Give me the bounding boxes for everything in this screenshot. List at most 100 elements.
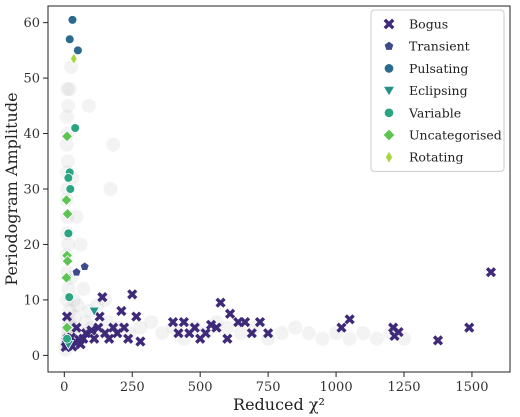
background-point (61, 237, 76, 252)
variable-point (63, 173, 74, 183)
x-tick-label: 500 (188, 380, 213, 395)
uncategorised-point (60, 321, 74, 334)
pulsating-point (73, 45, 83, 56)
bogus-point (205, 319, 217, 330)
legend-marker-rotating (384, 150, 394, 165)
background-point (342, 331, 357, 346)
bogus-point (224, 308, 236, 319)
bogus-point (464, 322, 475, 333)
legend-label-uncategorised: Uncategorised (409, 128, 502, 143)
bogus-point (189, 322, 200, 333)
background-density-cloud (58, 60, 412, 357)
bogus-point (211, 322, 222, 333)
background-point (288, 320, 303, 335)
variable-point (63, 228, 74, 239)
bogus-point (78, 333, 89, 344)
legend-label-bogus: Bogus (409, 17, 448, 32)
background-point (60, 82, 75, 97)
legend-marker-bogus (383, 18, 395, 30)
bogus-point (336, 322, 347, 333)
legend-box (370, 9, 505, 172)
background-point (155, 326, 170, 341)
background-point (68, 309, 83, 324)
background-point (144, 315, 159, 330)
background-point (301, 326, 316, 341)
background-point (103, 182, 118, 196)
background-point (274, 326, 289, 341)
background-point (315, 331, 330, 346)
uncategorised-point (61, 255, 74, 268)
variable-point (64, 292, 75, 302)
background-point (61, 98, 76, 113)
pulsating-point (64, 34, 75, 45)
y-tick-label: 40 (23, 127, 40, 142)
bogus-point (344, 314, 355, 325)
y-tick-label: 0 (32, 349, 40, 364)
transient-point (71, 267, 82, 277)
x-tick-label: 250 (120, 380, 145, 395)
background-point (60, 109, 75, 124)
legend-marker-pulsating (383, 63, 395, 74)
background-point (76, 281, 91, 296)
x-tick-label: 0 (60, 380, 68, 395)
background-point (60, 154, 75, 169)
bogus-point (432, 335, 444, 346)
uncategorised-point (61, 207, 74, 220)
legend-label-variable: Variable (408, 105, 461, 120)
background-point (59, 137, 74, 152)
y-tick-label: 60 (23, 16, 40, 31)
bogus-point (127, 289, 138, 300)
bogus-point (116, 305, 127, 317)
legend-label-pulsating: Pulsating (409, 61, 468, 76)
variable-point (62, 333, 72, 344)
bogus-point (61, 311, 73, 322)
bogus-point (104, 333, 115, 344)
bogus-point (135, 336, 146, 347)
x-tick-label: 1250 (387, 380, 420, 395)
background-point (233, 326, 248, 341)
eclipsing-point (88, 306, 101, 317)
bogus-point (254, 316, 266, 328)
bogus-point (222, 333, 233, 344)
uncategorised-point (60, 271, 73, 284)
background-point (106, 137, 121, 152)
background-point (69, 209, 84, 224)
rotating-point (69, 52, 78, 66)
legend-label-rotating: Rotating (409, 150, 464, 165)
background-point (62, 82, 77, 97)
bogus-point (173, 328, 184, 339)
bogus-point (246, 328, 257, 339)
background-point (81, 98, 96, 113)
bogus-point (393, 326, 404, 338)
background-point (369, 331, 384, 346)
bogus-point (178, 316, 189, 328)
legend-label-transient: Transient (409, 39, 470, 54)
legend-marker-variable (383, 107, 395, 118)
y-tick-label: 20 (23, 238, 40, 253)
background-point (133, 320, 148, 335)
legend-label-eclipsing: Eclipsing (409, 83, 468, 98)
legend-marker-transient (383, 40, 395, 51)
data-points (60, 15, 497, 353)
axis-ticks: 0 250 500 750 1000 1250 1500 0 10 20 30 40 50 60 (23, 16, 488, 395)
x-tick-label: 1500 (455, 380, 488, 395)
background-point (70, 298, 85, 313)
legend: Bogus Transient Pulsating Eclipsing Variable… (370, 9, 505, 172)
y-tick-label: 50 (23, 72, 40, 87)
x-tick-label: 1000 (320, 380, 353, 395)
bogus-point (89, 333, 100, 344)
pulsating-point (67, 15, 78, 25)
background-point (356, 326, 371, 341)
background-point (61, 281, 76, 296)
bogus-point (97, 292, 108, 303)
legend-marker-eclipsing (382, 86, 396, 97)
y-tick-label: 30 (23, 183, 40, 198)
bogus-point (86, 325, 97, 336)
bogus-point (80, 328, 92, 339)
y-tick-label: 10 (23, 293, 40, 308)
y-axis-label: Periodogram Amplitude (2, 92, 21, 285)
bogus-point (118, 322, 130, 333)
bogus-point (75, 339, 86, 350)
bogus-point (94, 311, 105, 322)
